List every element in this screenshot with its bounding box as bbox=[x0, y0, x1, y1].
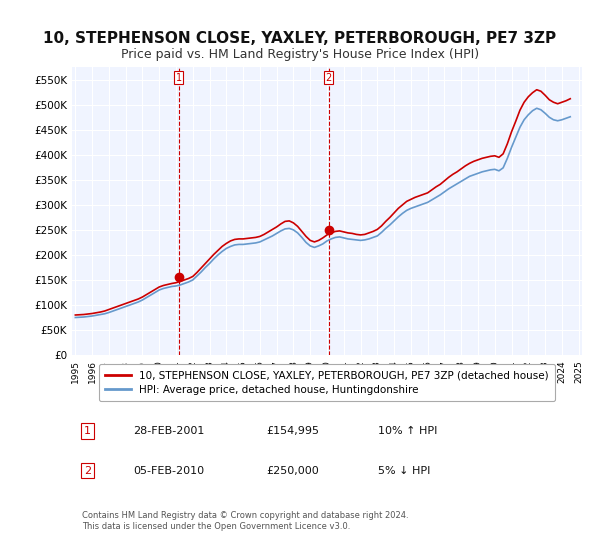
Text: 10, STEPHENSON CLOSE, YAXLEY, PETERBOROUGH, PE7 3ZP: 10, STEPHENSON CLOSE, YAXLEY, PETERBOROU… bbox=[43, 31, 557, 46]
Text: 05-FEB-2010: 05-FEB-2010 bbox=[133, 465, 205, 475]
Text: 1: 1 bbox=[84, 426, 91, 436]
Text: Contains HM Land Registry data © Crown copyright and database right 2024.
This d: Contains HM Land Registry data © Crown c… bbox=[82, 511, 409, 530]
Text: Price paid vs. HM Land Registry's House Price Index (HPI): Price paid vs. HM Land Registry's House … bbox=[121, 48, 479, 60]
Text: 28-FEB-2001: 28-FEB-2001 bbox=[133, 426, 205, 436]
Text: 1: 1 bbox=[175, 73, 182, 83]
Text: 5% ↓ HPI: 5% ↓ HPI bbox=[378, 465, 430, 475]
Legend: 10, STEPHENSON CLOSE, YAXLEY, PETERBOROUGH, PE7 3ZP (detached house), HPI: Avera: 10, STEPHENSON CLOSE, YAXLEY, PETERBOROU… bbox=[99, 364, 555, 402]
Text: 10% ↑ HPI: 10% ↑ HPI bbox=[378, 426, 437, 436]
Text: £250,000: £250,000 bbox=[266, 465, 319, 475]
Text: £154,995: £154,995 bbox=[266, 426, 319, 436]
Text: 2: 2 bbox=[326, 73, 332, 83]
Text: 2: 2 bbox=[84, 465, 91, 475]
